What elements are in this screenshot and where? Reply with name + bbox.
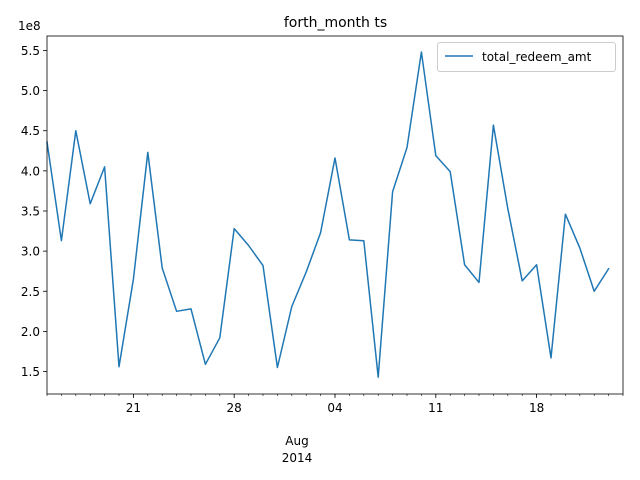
legend-box bbox=[437, 42, 616, 72]
plot-frame bbox=[46, 35, 624, 395]
y-tick-label: 4.5 bbox=[21, 124, 40, 138]
y-tick-label: 5.5 bbox=[21, 44, 40, 58]
y-tick-label: 2.5 bbox=[21, 285, 40, 299]
y-tick-label: 3.0 bbox=[21, 245, 40, 259]
y-tick-label: 2.0 bbox=[21, 325, 40, 339]
x-tick-label: 21 bbox=[126, 401, 141, 415]
y-tick-label: 1.5 bbox=[21, 365, 40, 379]
x-tick-label: 28 bbox=[227, 401, 242, 415]
y-tick-label: 5.0 bbox=[21, 84, 40, 98]
x-tick-label: 11 bbox=[428, 401, 443, 415]
y-tick-label: 4.0 bbox=[21, 164, 40, 178]
x-axis-year-label: 2014 bbox=[282, 451, 313, 465]
x-axis-month-label: Aug bbox=[285, 434, 308, 448]
plot-area: 1.5 2.0 2.5 3.0 3.5 4.0 4.5 5.0 5.5 21 28 04 11 18 bbox=[21, 35, 624, 415]
x-tick-label: 18 bbox=[529, 401, 544, 415]
x-tick-label: 04 bbox=[327, 401, 342, 415]
legend-label: total_redeem_amt bbox=[482, 50, 592, 64]
y-axis-scale-label: 1e8 bbox=[18, 19, 41, 33]
y-tick-label: 3.5 bbox=[21, 204, 40, 218]
chart-title: forth_month ts bbox=[284, 15, 387, 31]
legend: total_redeem_amt bbox=[437, 42, 616, 72]
series-line-total-redeem-amt bbox=[46, 51, 610, 378]
